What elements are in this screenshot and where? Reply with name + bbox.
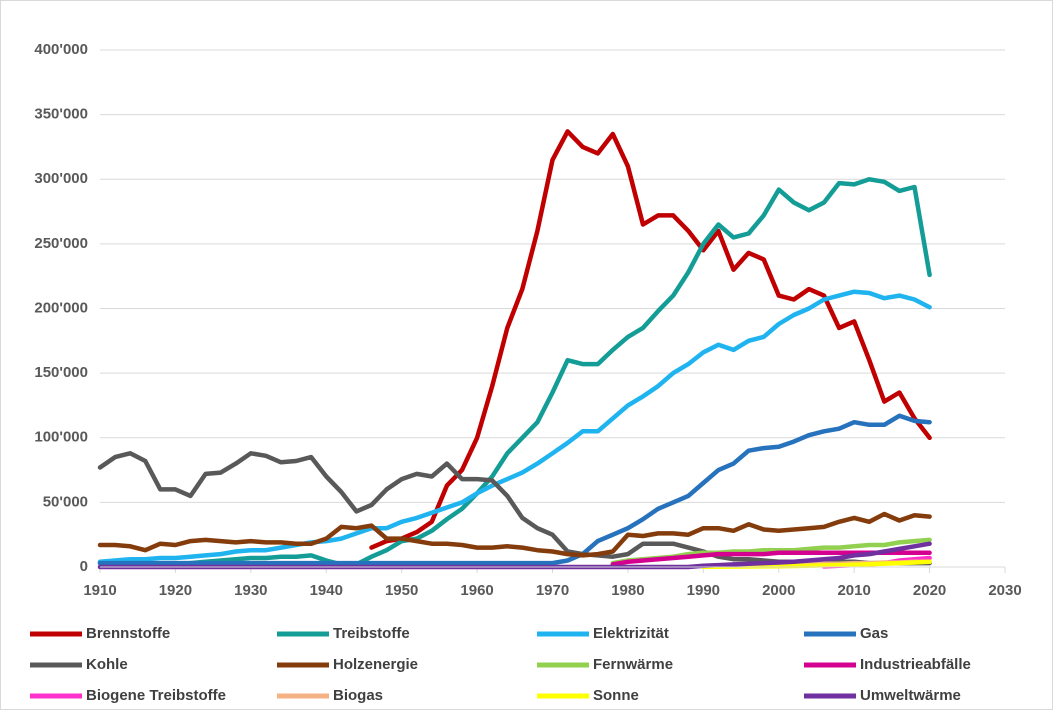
legend-label: Biogene Treibstoffe: [86, 687, 226, 704]
x-tick-label: 2010: [837, 582, 870, 599]
x-tick-label: 1920: [159, 582, 192, 599]
legend-label: Sonne: [593, 687, 639, 704]
x-tick-label: 1960: [460, 582, 493, 599]
x-tick-label: 1980: [611, 582, 644, 599]
y-tick-label: 250'000: [34, 235, 88, 252]
y-tick-label: 200'000: [34, 299, 88, 316]
x-tick-label: 1940: [310, 582, 343, 599]
legend-label: Industrieabfälle: [860, 656, 971, 673]
legend-label: Umweltwärme: [860, 687, 961, 704]
legend-label: Brennstoffe: [86, 625, 170, 642]
y-tick-label: 0: [80, 558, 88, 575]
y-tick-label: 350'000: [34, 106, 88, 123]
x-tick-label: 1990: [687, 582, 720, 599]
legend-label: Treibstoffe: [333, 625, 410, 642]
legend-label: Gas: [860, 625, 888, 642]
x-tick-label: 2000: [762, 582, 795, 599]
series-line: [369, 129, 932, 550]
legend-label: Holzenergie: [333, 656, 418, 673]
legend-label: Biogas: [333, 687, 383, 704]
series-line: [97, 177, 932, 568]
series-line: [97, 413, 932, 566]
x-tick-label: 2030: [988, 582, 1021, 599]
legend-label: Fernwärme: [593, 656, 673, 673]
series-line: [97, 289, 932, 565]
series-line: [97, 511, 932, 558]
x-tick-label: 2020: [913, 582, 946, 599]
legend-label: Elektrizität: [593, 625, 669, 642]
y-tick-label: 100'000: [34, 429, 88, 446]
y-tick-label: 150'000: [34, 364, 88, 381]
legend-label: Kohle: [86, 656, 128, 673]
x-tick-label: 1950: [385, 582, 418, 599]
x-tick-label: 1910: [83, 582, 116, 599]
x-tick-label: 1930: [234, 582, 267, 599]
y-tick-label: 400'000: [34, 41, 88, 58]
x-tick-label: 1970: [536, 582, 569, 599]
y-tick-label: 50'000: [43, 493, 88, 510]
y-tick-label: 300'000: [34, 170, 88, 187]
